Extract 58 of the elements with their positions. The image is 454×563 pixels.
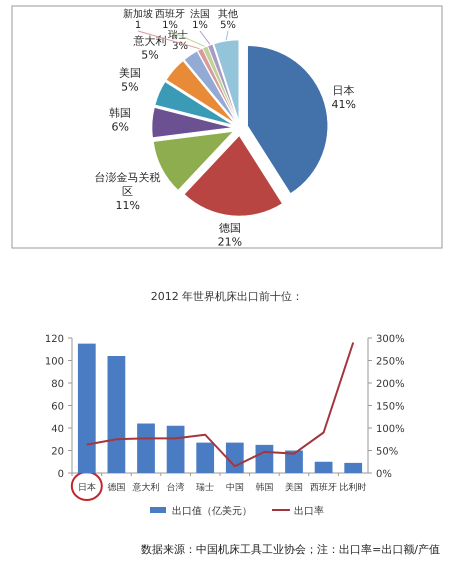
legend-label: 出口率 bbox=[294, 505, 324, 517]
data-label: 21% bbox=[218, 236, 242, 249]
chart-title: 2012 年世界机床出口前十位： bbox=[150, 290, 304, 303]
slice-label: 西班牙 bbox=[155, 8, 185, 20]
x-tick-label: 日本 bbox=[78, 482, 96, 493]
bar bbox=[285, 450, 303, 473]
x-tick-label: 美国 bbox=[285, 482, 303, 493]
x-tick-label: 瑞士 bbox=[196, 482, 214, 493]
data-label: 5% bbox=[220, 20, 236, 31]
data-label: 1% bbox=[162, 20, 178, 31]
slice-label: 法国 bbox=[190, 8, 210, 20]
y2-tick-label: 200% bbox=[376, 379, 405, 390]
data-label: 5% bbox=[141, 48, 159, 62]
slice-label: 美国 bbox=[118, 66, 141, 80]
bar bbox=[226, 442, 244, 473]
bar bbox=[256, 444, 274, 473]
x-tick-label: 韩国 bbox=[255, 482, 274, 493]
y-tick-label: 40 bbox=[51, 424, 64, 435]
y-tick-label: 80 bbox=[51, 379, 64, 390]
y2-tick-label: 300% bbox=[376, 334, 405, 345]
data-label: 11% bbox=[116, 199, 140, 212]
bar bbox=[314, 462, 332, 473]
data-label: 5% bbox=[121, 80, 139, 94]
data-label: 6% bbox=[112, 120, 129, 134]
bar bbox=[344, 462, 362, 473]
y-tick-label: 20 bbox=[51, 446, 64, 458]
y-tick-label: 60 bbox=[51, 402, 64, 412]
slice-label: 其他 bbox=[218, 8, 238, 20]
y2-tick-label: 150% bbox=[376, 402, 405, 412]
x-tick-label: 台湾 bbox=[166, 482, 185, 493]
x-tick-label: 德国 bbox=[107, 482, 126, 493]
y-tick-label: 100 bbox=[44, 356, 64, 368]
data-label: 41% bbox=[331, 98, 356, 111]
y-tick-label: 0 bbox=[58, 469, 64, 480]
slice-label: 德国 bbox=[218, 222, 241, 235]
y2-tick-label: 100% bbox=[376, 424, 405, 435]
y-tick-label: 120 bbox=[44, 334, 64, 345]
data-label: 1 bbox=[134, 20, 142, 31]
x-tick-label: 中国 bbox=[226, 482, 244, 493]
x-tick-label: 意大利 bbox=[132, 482, 160, 493]
bar bbox=[108, 356, 126, 473]
x-tick-label: 比利时 bbox=[340, 482, 367, 493]
slice-label: 新加坡 bbox=[123, 8, 153, 20]
data-label: 1% bbox=[192, 20, 208, 31]
bar bbox=[78, 344, 96, 473]
slice-label: 韩国 bbox=[109, 106, 132, 120]
bar bbox=[137, 424, 155, 473]
slice-label: 台澎金马关税区 bbox=[94, 171, 161, 198]
y2-tick-label: 0% bbox=[376, 469, 392, 480]
line-series bbox=[86, 342, 354, 468]
y2-tick-label: 50% bbox=[376, 446, 398, 458]
slice-label: 日本 bbox=[332, 84, 355, 97]
x-tick-label: 西班牙 bbox=[310, 482, 338, 493]
source-note: 数据来源：中国机床工具工业协会；注：出口率=出口额/产值 bbox=[141, 543, 440, 556]
legend-label: 出口值（亿美元） bbox=[172, 505, 252, 517]
bar bbox=[196, 442, 214, 473]
bar bbox=[166, 426, 184, 473]
y2-tick-label: 250% bbox=[376, 356, 405, 368]
